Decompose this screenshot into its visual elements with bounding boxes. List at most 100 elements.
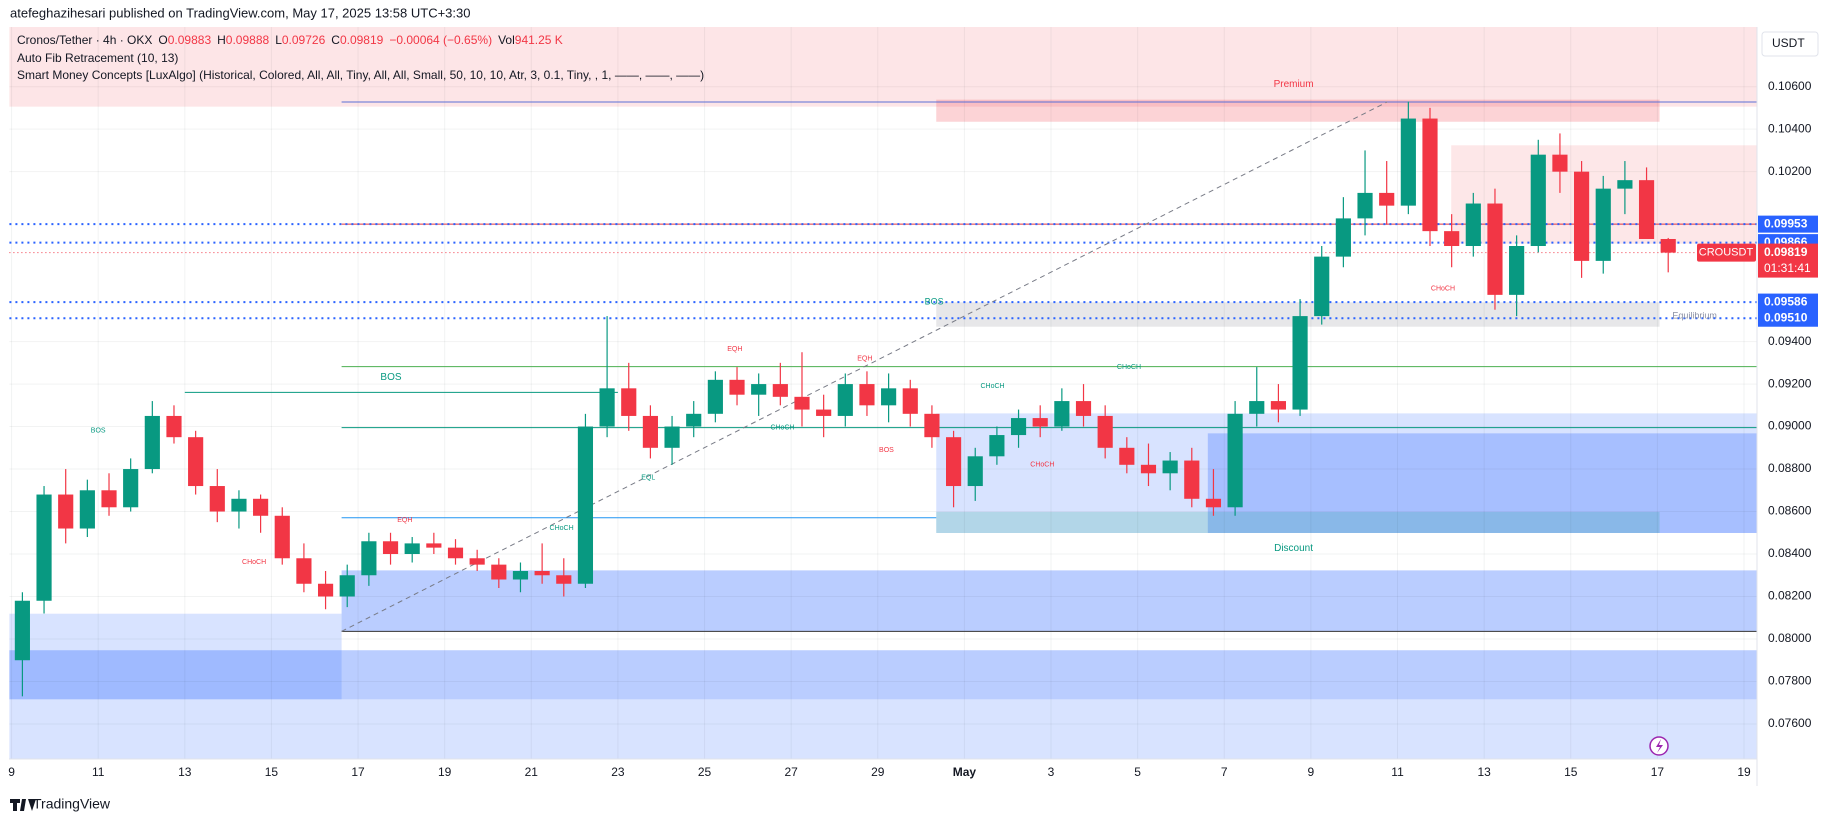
annotation: Discount	[1274, 543, 1313, 554]
last-price-box	[1758, 243, 1818, 278]
candle-body	[1617, 180, 1633, 189]
candle-body	[1097, 415, 1113, 448]
candle-body	[729, 379, 745, 395]
candle-body	[1465, 203, 1481, 247]
annotation: CHoCH	[770, 424, 794, 431]
candle-body	[1075, 401, 1092, 416]
candle-body	[1249, 401, 1265, 414]
x-tick-label: 9	[8, 765, 15, 779]
candle-body	[1357, 192, 1373, 219]
candle-body	[317, 583, 334, 597]
x-tick-label: 17	[351, 765, 365, 779]
candle-body	[1574, 171, 1590, 261]
price-box-label: 0.09953	[1764, 216, 1808, 230]
y-tick-label: 0.10400	[1768, 121, 1812, 135]
candle-body	[1184, 460, 1200, 499]
legend-value: 0.09726	[282, 33, 326, 47]
y-tick-label: 0.08200	[1768, 589, 1812, 603]
candle-body	[426, 543, 442, 548]
zone	[936, 413, 1757, 533]
zone	[341, 699, 1757, 759]
candle-body	[686, 413, 702, 427]
legend-value: 0.09819	[340, 33, 384, 47]
annotation: CHoCH	[1117, 364, 1141, 371]
zone	[1207, 433, 1757, 533]
x-tick-label: 7	[1221, 765, 1228, 779]
annotation: EQH	[727, 346, 742, 353]
y-tick-label: 0.09000	[1768, 419, 1812, 433]
candle-body	[1400, 118, 1416, 206]
candle-body	[1119, 447, 1135, 465]
candle-body	[556, 575, 572, 584]
candle-body	[1292, 316, 1308, 410]
x-tick-label: 9	[1308, 765, 1315, 779]
annotation: Equilibrium	[1672, 310, 1717, 320]
candle-body	[1054, 401, 1070, 427]
candle-body	[859, 384, 875, 406]
candle-body	[144, 415, 160, 470]
indicator-label: Auto Fib Retracement (10, 13)	[17, 51, 178, 65]
annotation: BOS	[879, 447, 894, 454]
annotation: BOS	[925, 297, 944, 307]
candle-body	[166, 415, 182, 438]
candle-body	[621, 388, 637, 416]
y-tick-label: 0.08000	[1768, 631, 1812, 645]
y-tick-label: 0.07600	[1768, 716, 1812, 730]
legend-key: Vol	[498, 33, 515, 47]
price-box	[1758, 215, 1818, 233]
candle-body	[1140, 464, 1157, 474]
candle-body	[902, 388, 918, 414]
candle-body	[1422, 118, 1438, 232]
candle-body	[209, 486, 225, 512]
candle-body	[512, 571, 529, 580]
candle-body	[14, 600, 30, 661]
candle-body	[816, 409, 832, 416]
currency: USDT	[1772, 36, 1805, 50]
x-tick-label: 15	[265, 765, 279, 779]
candle-body	[946, 437, 962, 487]
candle-body	[577, 426, 594, 584]
zone	[936, 99, 1660, 122]
candle-body	[101, 490, 117, 508]
candle-body	[469, 558, 485, 565]
x-tick-label: 29	[871, 765, 885, 779]
x-tick-label: 15	[1564, 765, 1578, 779]
y-tick-label: 0.08600	[1768, 504, 1812, 518]
candle-body	[404, 543, 420, 555]
annotation: CHoCH	[242, 559, 266, 566]
legend-line: Cronos/Tether · 4h · OKX O0.09883 H0.09888…	[17, 33, 563, 47]
candle-body	[1162, 460, 1178, 474]
annotation: EQH	[857, 355, 872, 362]
candle-body	[79, 490, 95, 529]
legend-key: H	[217, 33, 226, 47]
candle-body	[751, 384, 767, 395]
y-tick-label: 0.07800	[1768, 674, 1812, 688]
x-tick-label: 27	[784, 765, 798, 779]
zone	[9, 613, 342, 759]
annotation: CHoCH	[980, 383, 1004, 390]
candle-body	[707, 379, 723, 414]
legend-key: L	[275, 33, 282, 47]
x-tick-label: 21	[525, 765, 539, 779]
x-tick-label: 11	[92, 765, 105, 779]
currency-box[interactable]	[1761, 31, 1819, 57]
brand: TradingView	[33, 796, 111, 812]
brand-logo	[10, 799, 36, 811]
candle-body	[1270, 401, 1286, 410]
annotation: BOS	[91, 428, 106, 435]
annotation: CHoCH	[1030, 462, 1054, 469]
candle-body	[837, 384, 853, 416]
plot: PremiumDiscountEquilibriumBOSBOSBOSBOSCH…	[9, 27, 1757, 759]
candle-body	[1010, 418, 1027, 436]
annotation: CHoCH	[550, 525, 574, 532]
candle-body	[123, 469, 139, 508]
alert-icon-bolt	[1656, 739, 1663, 753]
candle-body	[599, 388, 615, 427]
annotation: EQL	[641, 474, 655, 481]
candle-body	[1552, 154, 1568, 172]
candle-body	[534, 571, 550, 576]
x-tick-label: 13	[178, 765, 192, 779]
candle-body	[339, 575, 355, 597]
x-tick-label: 13	[1477, 765, 1491, 779]
legend-change: −0.00064 (−0.65%)	[389, 33, 492, 47]
